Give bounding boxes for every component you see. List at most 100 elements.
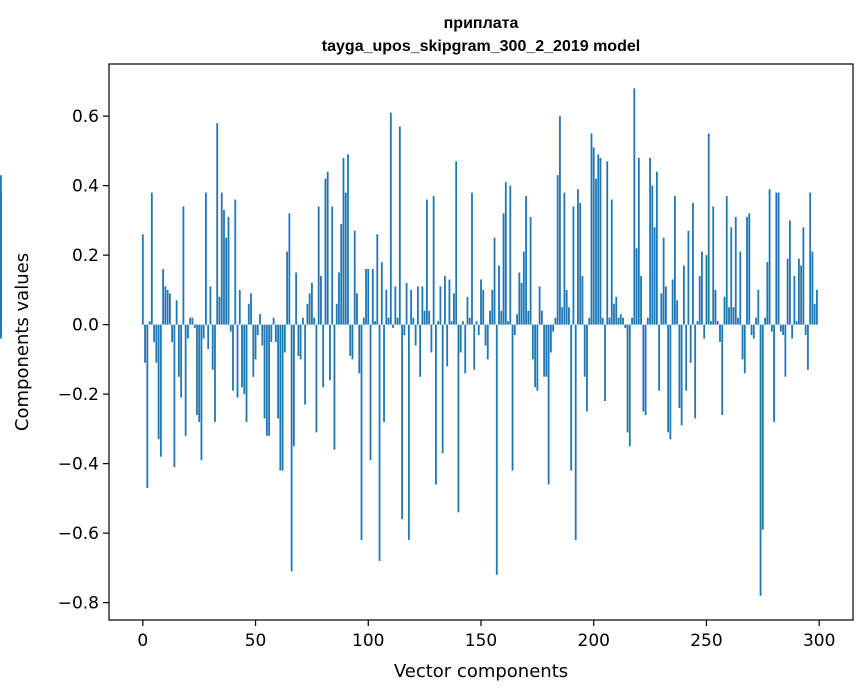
bar <box>412 317 415 325</box>
bar <box>516 314 518 325</box>
bar <box>175 300 178 325</box>
bar <box>811 251 814 325</box>
bar <box>369 324 372 461</box>
bar <box>220 192 223 325</box>
bar <box>444 275 446 325</box>
bar <box>315 324 318 433</box>
bar <box>423 310 426 325</box>
bar <box>547 324 550 485</box>
bar <box>232 324 234 391</box>
bar <box>495 324 498 575</box>
bar <box>513 324 516 336</box>
bar <box>518 272 521 325</box>
bar <box>407 324 410 541</box>
bar <box>622 317 624 325</box>
bar <box>168 293 171 325</box>
bar <box>658 324 661 391</box>
bar <box>338 272 340 325</box>
bar <box>628 324 631 447</box>
y-axis-label: Components values <box>12 253 33 431</box>
bar <box>322 324 325 388</box>
bar <box>236 324 239 398</box>
bar <box>730 227 733 325</box>
bar <box>462 321 464 325</box>
y-tick-label: 0.6 <box>72 107 99 127</box>
bar <box>579 203 582 325</box>
bar <box>299 324 302 360</box>
bar <box>155 324 158 363</box>
bar <box>317 206 320 325</box>
bar <box>685 324 688 391</box>
plot-frame <box>108 63 854 621</box>
bar <box>419 324 422 377</box>
bar <box>360 324 363 541</box>
bar <box>673 196 676 325</box>
bar <box>601 317 604 325</box>
bar <box>710 321 712 325</box>
bar <box>793 275 796 325</box>
bar <box>347 154 349 325</box>
bar <box>556 175 559 325</box>
bar <box>378 324 381 561</box>
bar <box>646 317 649 325</box>
bar <box>365 269 367 325</box>
bar <box>635 248 638 325</box>
bar <box>816 289 818 325</box>
bar <box>775 192 778 325</box>
bar <box>696 321 699 325</box>
bar <box>392 324 394 329</box>
bar <box>511 324 514 471</box>
bar <box>371 269 374 325</box>
bar <box>712 206 715 325</box>
bar <box>493 237 496 325</box>
bar <box>714 289 717 325</box>
bar <box>529 216 532 325</box>
bar <box>261 324 264 346</box>
bar <box>464 324 467 374</box>
bar <box>777 192 780 325</box>
bar <box>728 307 730 325</box>
bar <box>268 324 270 436</box>
y-axis-ticks: −0.8 −0.6 −0.4 −0.2 0.0 0.2 0.4 0.6 <box>58 107 109 614</box>
x-axis-ticks: 0 50 100 150 200 250 300 <box>137 620 835 651</box>
bar <box>583 324 586 377</box>
bar <box>159 324 162 457</box>
bar <box>306 303 309 325</box>
bar <box>295 272 298 325</box>
bar <box>428 310 431 325</box>
bar <box>326 171 329 325</box>
bar <box>782 324 785 336</box>
bar <box>615 296 618 325</box>
bar <box>504 182 507 325</box>
bar <box>761 324 764 530</box>
bar <box>200 324 203 461</box>
bar <box>773 324 775 422</box>
bar <box>606 161 609 325</box>
chart-title: приплата <box>444 15 519 32</box>
bar <box>525 196 527 325</box>
bar <box>387 317 390 325</box>
bar <box>554 317 557 325</box>
bar <box>473 324 476 370</box>
bar <box>637 157 640 325</box>
bar <box>324 178 327 325</box>
bar <box>766 262 769 325</box>
bar <box>414 324 417 346</box>
bar <box>150 192 153 325</box>
bar <box>768 189 771 325</box>
bar <box>184 324 187 436</box>
bar <box>683 265 685 325</box>
bar <box>802 227 805 325</box>
bar <box>362 317 365 325</box>
bar <box>396 317 399 325</box>
bar <box>534 324 537 388</box>
bar <box>148 321 151 325</box>
bar <box>252 324 255 377</box>
bar <box>640 275 642 325</box>
bar <box>764 317 766 325</box>
bar <box>725 196 728 325</box>
bar <box>211 324 214 370</box>
bar <box>333 324 336 450</box>
bar <box>750 324 753 336</box>
y-tick-label: 0.2 <box>72 246 99 266</box>
